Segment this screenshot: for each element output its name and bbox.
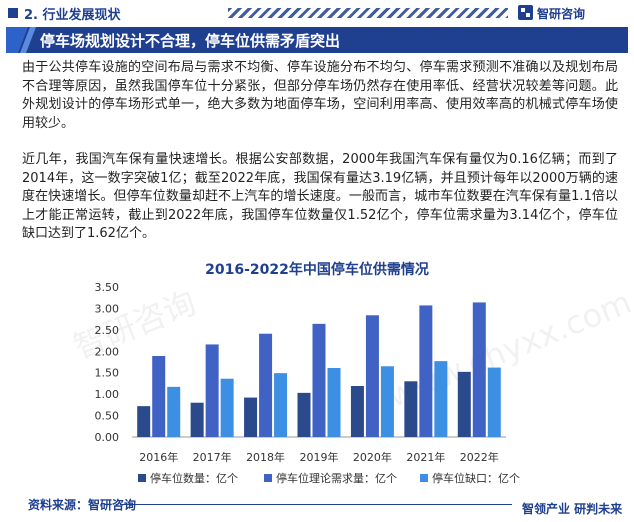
top-bar: 2. 行业发展现状 智研咨询 [0,0,634,26]
legend-swatch [138,474,146,482]
x-tick-label: 2021年 [406,450,445,464]
bar [205,344,219,437]
x-tick-label: 2018年 [246,450,285,464]
bar [190,402,204,437]
bar [274,373,288,437]
decorative-stripes [228,8,508,18]
bar [152,356,166,437]
x-tick-label: 2020年 [353,450,392,464]
legend-swatch [264,474,272,482]
banner-accent-icon [6,27,36,53]
section-banner [6,27,628,53]
legend-label: 停车位缺口：亿个 [432,471,520,485]
bar [350,386,364,437]
bar [472,302,486,437]
legend-label: 停车位数量：亿个 [150,471,238,485]
body-paragraph-2: 近几年，我国汽车保有量快速增长。根据公安部数据，2000年我国汽车保有量仅为0.… [22,152,618,241]
bar [220,378,234,437]
source-divider [120,504,512,505]
legend-label: 停车位理论需求量：亿个 [276,471,397,485]
x-tick-label: 2019年 [300,450,339,464]
bar [327,368,341,437]
bar [244,397,258,437]
y-tick-label: 3.00 [95,302,120,315]
y-tick-label: 0.50 [95,410,120,423]
x-tick-label: 2022年 [460,450,499,464]
body-paragraph-1: 由于公共停车设施的空间布局与需求不均衡、停车设施分布不均匀、停车需求预测不准确以… [22,60,618,131]
bar [434,361,448,437]
bar [167,386,181,437]
bar [365,315,379,437]
footer-slogan: 智领产业 研判未来 [522,502,623,516]
y-tick-label: 2.50 [95,324,120,337]
x-tick-label: 2016年 [139,450,178,464]
bar [487,367,501,437]
bar [137,406,151,437]
bar [380,366,394,437]
y-tick-label: 1.50 [95,367,120,380]
section-title: 2. 行业发展现状 [24,8,121,23]
source-label: 资料来源：智研咨询 [28,498,137,512]
logo-text: 智研咨询 [537,7,586,21]
bar [297,392,311,437]
y-tick-label: 1.00 [95,388,120,401]
bar [457,371,471,437]
legend-swatch [420,474,428,482]
x-tick-label: 2017年 [193,450,232,464]
banner-title: 停车场规划设计不合理，停车位供需矛盾突出 [40,32,341,50]
y-tick-label: 0.00 [95,431,120,444]
bar [259,333,273,437]
section-square-icon [8,8,18,18]
y-tick-label: 2.00 [95,345,120,358]
bar [419,305,433,437]
y-tick-label: 3.50 [95,281,120,294]
bar [404,381,418,437]
bar [312,323,326,437]
chart-title: 2016-2022年中国停车位供需情况 [205,262,429,278]
zhiyan-logo-icon [518,5,533,20]
